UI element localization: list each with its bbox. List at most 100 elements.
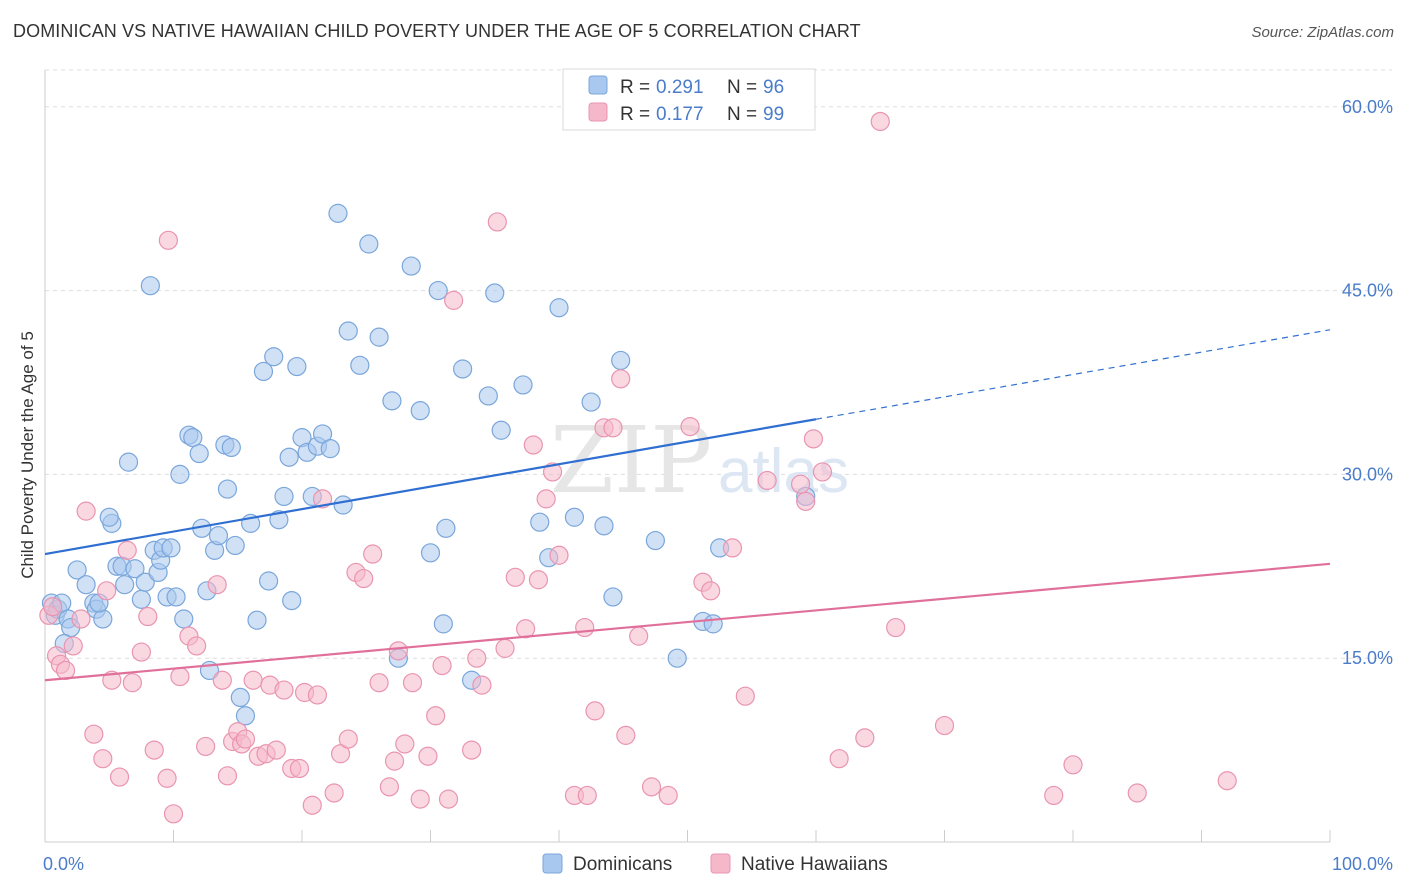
native-hawaiian-point bbox=[886, 617, 906, 638]
axes bbox=[44, 70, 1331, 843]
dominican-point bbox=[703, 614, 723, 634]
dominican-point bbox=[258, 571, 279, 591]
dominican-point bbox=[369, 327, 389, 347]
legend-swatch-blue bbox=[588, 75, 608, 95]
chart-title: DOMINICAN VS NATIVE HAWAIIAN CHILD POVER… bbox=[13, 21, 861, 41]
native-hawaiian-point bbox=[495, 638, 515, 658]
x-tick-label: 100.0% bbox=[1332, 854, 1393, 874]
native-hawaiian-point bbox=[97, 581, 117, 601]
dominican-point bbox=[161, 538, 181, 558]
dominican-point bbox=[253, 361, 274, 382]
legend-n-label: N = bbox=[727, 77, 757, 98]
y-tick-label: 45.0% bbox=[1342, 281, 1393, 301]
native-hawaiian-point bbox=[934, 715, 955, 736]
native-hawaiian-point bbox=[43, 597, 63, 617]
dominican-point bbox=[118, 452, 139, 472]
native-hawaiian-point bbox=[735, 686, 755, 706]
legend-r-value: 0.291 bbox=[656, 77, 704, 98]
dominican-point bbox=[513, 375, 533, 395]
native-hawaiian-point bbox=[701, 581, 721, 601]
dominican-point bbox=[183, 428, 203, 448]
native-hawaiian-point bbox=[410, 789, 430, 809]
native-hawaiian-point bbox=[577, 785, 597, 806]
native-hawaiian-point bbox=[523, 435, 543, 455]
legend-n-label: N = bbox=[727, 104, 757, 125]
dominican-point bbox=[410, 401, 430, 421]
native-hawaiian-point bbox=[274, 680, 294, 700]
native-hawaiian-point bbox=[212, 670, 232, 690]
x-tick-label: 0.0% bbox=[43, 854, 84, 874]
native-hawaiian-point bbox=[289, 758, 310, 779]
native-hawaiian-point bbox=[542, 462, 563, 482]
native-hawaiian-point bbox=[575, 617, 595, 638]
dominican-point bbox=[564, 507, 585, 527]
dominican-point bbox=[401, 256, 421, 276]
native-hawaiian-point bbox=[324, 783, 344, 803]
dominican-point bbox=[433, 614, 453, 634]
native-hawaiian-point bbox=[549, 545, 569, 565]
dominican-trend-extension bbox=[815, 329, 1331, 420]
dominican-point bbox=[549, 298, 569, 318]
native-hawaiian-point bbox=[757, 470, 777, 491]
native-hawaiian-point bbox=[487, 212, 507, 232]
y-tick-label: 15.0% bbox=[1342, 648, 1393, 668]
native-hawaiian-point bbox=[426, 706, 446, 726]
dominican-point bbox=[131, 589, 151, 609]
native-hawaiian-point bbox=[307, 685, 328, 705]
dominican-point bbox=[436, 518, 456, 538]
native-hawaiian-point bbox=[803, 429, 824, 449]
dominican-point bbox=[333, 495, 353, 515]
stats-legend: R = 0.291 N = 96 R = 0.177 N = 99 bbox=[562, 68, 816, 131]
dominican-point bbox=[667, 648, 687, 668]
dominican-point bbox=[99, 507, 119, 527]
legend-r-label: R = bbox=[620, 77, 650, 98]
native-hawaiian-point bbox=[71, 609, 91, 629]
native-hawaiian-point bbox=[629, 626, 649, 646]
dominican-point bbox=[428, 280, 448, 301]
native-hawaiian-point bbox=[379, 777, 399, 797]
native-hawaiian-point bbox=[528, 570, 549, 590]
native-hawaiian-point bbox=[369, 673, 389, 693]
dominican-point bbox=[115, 575, 135, 595]
dominican-point bbox=[279, 447, 299, 467]
native-hawaiian-point bbox=[402, 673, 423, 693]
native-hawaiian-point bbox=[157, 768, 177, 788]
dominican-point bbox=[135, 572, 155, 592]
dominican-point bbox=[645, 530, 665, 551]
dominican-point bbox=[140, 276, 160, 296]
native-hawaiian-point bbox=[418, 746, 438, 766]
dominican-point bbox=[359, 234, 379, 254]
dominican-point bbox=[287, 356, 307, 377]
native-hawaiian-point bbox=[796, 491, 816, 511]
legend-r-value: 0.177 bbox=[656, 104, 704, 125]
native-hawaiian-point bbox=[1217, 771, 1237, 791]
y-tick-labels: 15.0% 30.0% 45.0% 60.0% bbox=[1342, 97, 1393, 668]
native-hawaiian-point bbox=[585, 701, 605, 721]
dominican-point bbox=[93, 609, 113, 629]
native-hawaiian-point bbox=[76, 501, 96, 521]
dominican-point bbox=[350, 355, 370, 375]
dominican-point bbox=[235, 706, 256, 726]
dominican-point bbox=[420, 543, 441, 563]
legend-n-value: 99 bbox=[763, 104, 784, 125]
dominican-point bbox=[217, 479, 238, 499]
native-hawaiian-point bbox=[131, 642, 151, 662]
dominican-point bbox=[170, 464, 190, 484]
native-hawaiian-point bbox=[616, 725, 636, 745]
dominican-trend-line bbox=[44, 418, 817, 556]
series-swatch-dominicans bbox=[542, 853, 563, 874]
native-hawaiian-point bbox=[1063, 755, 1083, 775]
native-hawaiian-point bbox=[680, 416, 700, 437]
native-hawaiian-point bbox=[829, 749, 849, 769]
dominican-point bbox=[67, 560, 87, 580]
native-hawaiian-point bbox=[312, 489, 333, 509]
y-axis-label: Child Poverty Under the Age of 5 bbox=[18, 331, 37, 579]
native-hawaiian-point bbox=[235, 729, 256, 749]
native-hawaiian-point bbox=[207, 575, 227, 595]
dominican-point bbox=[125, 559, 145, 579]
dominican-point bbox=[166, 587, 186, 607]
series-legend: Dominicans Native Hawaiians bbox=[542, 853, 888, 875]
dominican-point bbox=[269, 510, 289, 530]
x-tick-labels: 0.0% 100.0% bbox=[43, 854, 1393, 874]
